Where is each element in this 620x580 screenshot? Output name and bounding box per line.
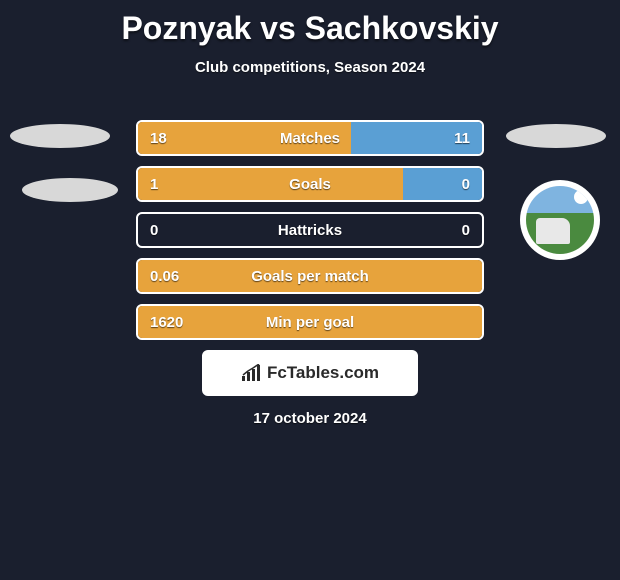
- stat-row-mpg: 1620 Min per goal: [136, 304, 484, 340]
- stats-container: 18 Matches 11 1 Goals 0 0 Hattricks 0 0.…: [136, 120, 484, 350]
- stat-row-goals: 1 Goals 0: [136, 166, 484, 202]
- stat-label: Hattricks: [138, 214, 482, 246]
- avatar-shadow-left-1: [10, 124, 110, 148]
- stat-row-hattricks: 0 Hattricks 0: [136, 212, 484, 248]
- stat-label: Goals: [138, 168, 482, 200]
- brand-label: FcTables.com: [267, 363, 379, 383]
- stat-right-value: 11: [454, 122, 470, 154]
- stat-row-gpm: 0.06 Goals per match: [136, 258, 484, 294]
- stat-right-value: 0: [462, 168, 470, 200]
- page-title: Poznyak vs Sachkovskiy: [0, 0, 620, 47]
- stat-row-matches: 18 Matches 11: [136, 120, 484, 156]
- avatar-right: [520, 180, 600, 260]
- date-label: 17 october 2024: [0, 410, 620, 427]
- stat-right-value: 0: [462, 214, 470, 246]
- avatar-shadow-left-2: [22, 178, 118, 202]
- stat-label: Min per goal: [138, 306, 482, 338]
- stat-label: Goals per match: [138, 260, 482, 292]
- stat-label: Matches: [138, 122, 482, 154]
- barchart-icon: [241, 364, 263, 382]
- club-crest-icon: [526, 186, 594, 254]
- avatar-shadow-right-1: [506, 124, 606, 148]
- subtitle: Club competitions, Season 2024: [0, 59, 620, 76]
- brand-badge[interactable]: FcTables.com: [202, 350, 418, 396]
